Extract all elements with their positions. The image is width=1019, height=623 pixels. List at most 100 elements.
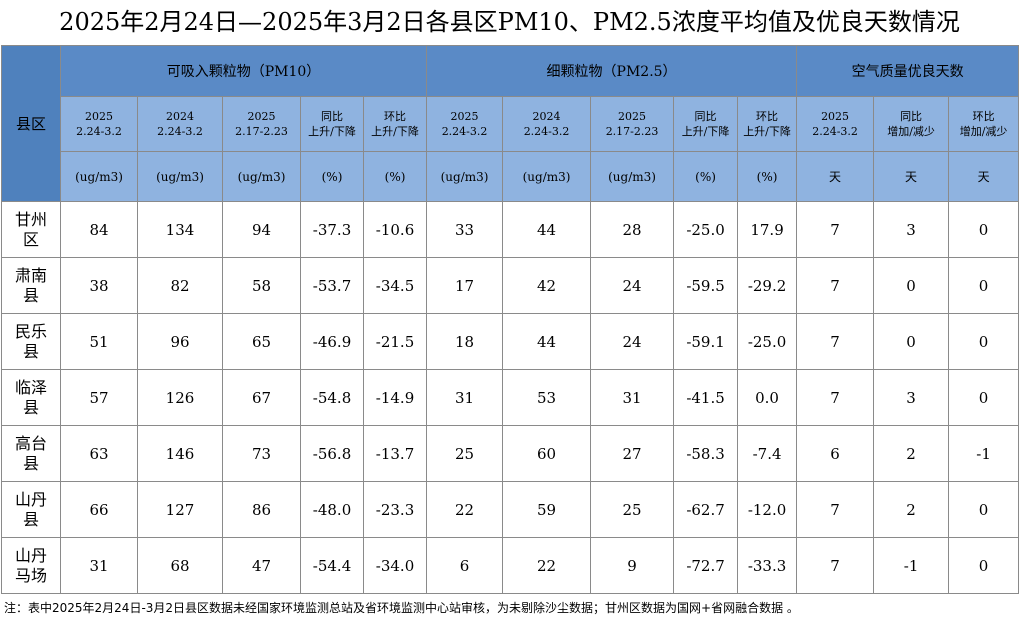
cell: 58 — [222, 257, 301, 314]
cell: 2 — [873, 425, 950, 482]
sub-header: 2025 2.24-3.2 — [796, 96, 875, 152]
cell: 44 — [502, 313, 592, 370]
cell: 126 — [137, 369, 223, 426]
cell: 25 — [590, 481, 675, 538]
unit: 天 — [948, 151, 1019, 202]
cell: 31 — [590, 369, 675, 426]
header-row: 县区 可吸入颗粒物（PM10） 细颗粒物（PM2.5） 空气质量优良天数 — [1, 45, 1019, 202]
region-name: 甘州区 — [1, 201, 61, 258]
sub-header-line: 2.24-3.2 — [812, 125, 858, 138]
sub-header-line: 上升/下降 — [308, 125, 356, 138]
cell: 17 — [426, 257, 504, 314]
unit: 天 — [873, 151, 950, 202]
cell: 82 — [137, 257, 223, 314]
cell: -53.7 — [300, 257, 364, 314]
cell: 18 — [426, 313, 504, 370]
cell: 31 — [426, 369, 504, 426]
cell: 22 — [426, 481, 504, 538]
sub-header-line: 2.17-2.23 — [235, 125, 288, 138]
sub-header: 2025 2.24-3.2 — [60, 96, 138, 152]
group-header: 细颗粒物（PM2.5） — [426, 45, 798, 97]
cell: 94 — [222, 201, 301, 258]
region-name: 民乐县 — [1, 313, 61, 370]
cell: 9 — [590, 537, 675, 594]
sub-header: 同比上升/下降 — [300, 96, 364, 152]
cell: -7.4 — [737, 425, 798, 482]
cell: 73 — [222, 425, 301, 482]
cell: 146 — [137, 425, 223, 482]
sub-header-line: 2025 — [618, 110, 647, 123]
cell: 84 — [60, 201, 138, 258]
cell: 2 — [873, 481, 950, 538]
cell: -58.3 — [673, 425, 739, 482]
data-row: 山丹县 66 127 86 -48.0 -23.3 22 59 25 -62.7 -12.0 7 2 0 — [1, 481, 1019, 538]
cell: -34.5 — [362, 257, 428, 314]
region-name: 临泽县 — [1, 369, 61, 426]
cell: -56.8 — [300, 425, 364, 482]
cell: 0 — [948, 537, 1019, 594]
unit: (ug/m3) — [60, 151, 138, 202]
sub-header: 2024 2.24-3.2 — [502, 96, 592, 152]
cell: 0 — [948, 257, 1019, 314]
sub-header: 同比 增加/减少 — [873, 96, 950, 152]
sub-header-line: 2025 — [247, 110, 276, 123]
group-header: 可吸入颗粒物（PM10） — [59, 45, 428, 97]
sub-header-line: 2024 — [166, 110, 194, 123]
cell: 38 — [60, 257, 138, 314]
unit: (ug/m3) — [426, 151, 504, 202]
unit: (ug/m3) — [137, 151, 223, 202]
data-row: 甘州区 84 134 94 -37.3 -10.6 33 44 28 -25.0 17.9 7 3 0 — [1, 201, 1019, 258]
unit: (ug/m3) — [502, 151, 592, 202]
sub-header: 2025 2.17-2.23 — [222, 96, 301, 152]
cell: 44 — [502, 201, 592, 258]
cell: 96 — [137, 313, 223, 370]
sub-header-line: 同比 — [321, 110, 343, 123]
sub-header: 环比 上升/下降 — [737, 96, 798, 152]
cell: 0.0 — [737, 369, 798, 426]
cell: -33.3 — [737, 537, 798, 594]
table: 县区 可吸入颗粒物（PM10） 细颗粒物（PM2.5） 空气质量优良天数 2025 2.2… — [1, 45, 1019, 594]
cell: -41.5 — [673, 369, 739, 426]
cell: 66 — [60, 481, 138, 538]
sub-header-line: 2025 — [85, 110, 113, 123]
sub-header: 2025 2.17-2.23 — [590, 96, 675, 152]
header-row: (ug/m3) (ug/m3) (ug/m3) (%) (%) (ug/m3) (ug/m3… — [2, 151, 1019, 202]
sub-header-line: 上升/下降 — [371, 125, 419, 138]
cell: 67 — [222, 369, 301, 426]
cell: -21.5 — [362, 313, 428, 370]
cell: 22 — [502, 537, 592, 594]
sub-header-line: 同比 — [900, 110, 923, 123]
data-row: 临泽县 57 126 67 -54.8 -14.9 31 53 31 -41.5 0.0 7 3 0 — [1, 369, 1019, 426]
sub-header-line: 环比 — [756, 110, 779, 123]
region-name: 高台县 — [1, 425, 61, 482]
sub-header-line: 2025 — [450, 110, 479, 123]
cell: 60 — [502, 425, 592, 482]
cell: -54.4 — [300, 537, 364, 594]
cell: 7 — [796, 537, 875, 594]
cell: 24 — [590, 257, 675, 314]
unit: (%) — [673, 151, 739, 202]
cell: 47 — [222, 537, 301, 594]
sub-header-line: 2.24-3.2 — [157, 125, 203, 138]
cell: -59.5 — [673, 257, 739, 314]
cell: 65 — [222, 313, 301, 370]
data-row: 高台县 63 146 73 -56.8 -13.7 25 60 27 -58.3 -7.4 6 2 -1 — [1, 425, 1019, 482]
data-row: 山丹马场 31 68 47 -54.4 -34.0 6 22 9 -72.7 -33.3 7 -1 0 — [1, 537, 1019, 594]
group-header: 空气质量优良天数 — [796, 45, 1019, 97]
sub-header-line: 上升/下降 — [681, 125, 730, 138]
cell: 0 — [948, 481, 1019, 538]
data-row: 肃南县 38 82 58 -53.7 -34.5 17 42 24 -59.5 -29.2 7 0 0 — [1, 257, 1019, 314]
note: 注：表中2025年2月24日-3月2日县区数据未经国家环境监测总站及省环境监测中… — [4, 601, 799, 615]
cell: -46.9 — [300, 313, 364, 370]
cell: 51 — [60, 313, 138, 370]
cell: 0 — [873, 257, 950, 314]
cell: 7 — [796, 313, 875, 370]
cell: -62.7 — [673, 481, 739, 538]
cell: 0 — [873, 313, 950, 370]
cell: 6 — [796, 425, 875, 482]
cell: 86 — [222, 481, 301, 538]
header-row: 2025 2.24-3.2 2024 2.24-3.2 2025 2.17-2.23 同比上… — [2, 96, 1019, 152]
sub-header: 2025 2.24-3.2 — [426, 96, 504, 152]
cell: 63 — [60, 425, 138, 482]
